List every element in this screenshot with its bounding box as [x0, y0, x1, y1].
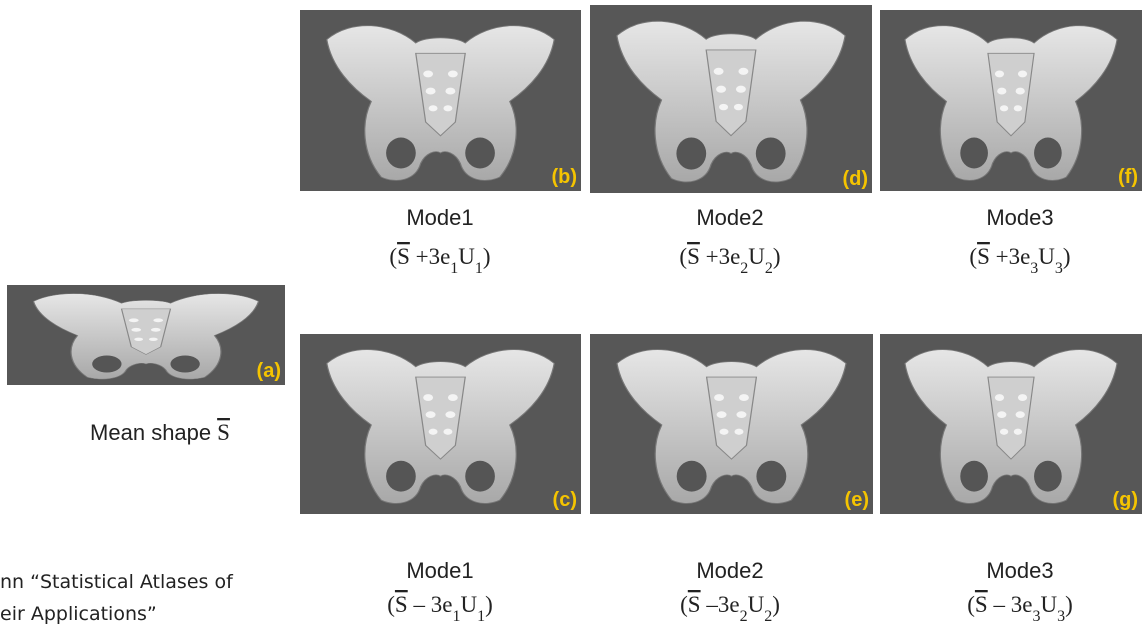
formula-open: ( — [389, 244, 397, 269]
formula-index: 2 — [740, 260, 748, 277]
mode-title: Mode2 — [696, 205, 763, 230]
formula-index: 1 — [452, 608, 460, 625]
formula-open: ( — [967, 592, 975, 617]
panel-label: (b) — [551, 166, 577, 188]
formula-term: – 3e — [988, 592, 1033, 617]
panel-label: (f) — [1118, 166, 1138, 188]
formula-open: ( — [387, 592, 395, 617]
formula-index: 2 — [764, 608, 772, 625]
formula-close: ) — [1063, 244, 1071, 269]
formula-term: – 3e — [408, 592, 453, 617]
formula-mean: S — [687, 244, 700, 269]
formula-mean: S — [977, 244, 990, 269]
mode-title: Mode1 — [406, 558, 473, 583]
formula-close: ) — [772, 592, 780, 617]
formula-index: 1 — [450, 260, 458, 277]
formula-basis: U — [748, 592, 765, 617]
mode-formula: (S +3e1U1) — [389, 244, 490, 277]
formula-close: ) — [483, 244, 491, 269]
image-panel: (c) — [300, 334, 581, 514]
formula-mean: S — [395, 592, 408, 617]
formula-term: +3e — [990, 244, 1030, 269]
formula-index: 1 — [475, 260, 483, 277]
formula-term: +3e — [410, 244, 450, 269]
image-panel: (d) — [590, 5, 872, 193]
mean-symbol: S — [217, 420, 230, 445]
mode-formula: (S – 3e1U1) — [387, 592, 492, 625]
formula-open: ( — [679, 244, 687, 269]
formula-basis: U — [460, 592, 477, 617]
formula-basis: U — [748, 244, 765, 269]
image-panel: (b) — [300, 10, 581, 191]
mode-title: Mode1 — [406, 205, 473, 230]
image-panel: (a) — [7, 285, 285, 385]
panel-label: (c) — [553, 489, 577, 511]
mode-formula: (S +3e3U3) — [969, 244, 1070, 277]
formula-index: 3 — [1030, 260, 1038, 277]
formula-close: ) — [485, 592, 493, 617]
formula-index: 1 — [477, 608, 485, 625]
formula-basis: U — [458, 244, 475, 269]
panel-label: (e) — [845, 489, 869, 511]
mode-formula: (S – 3e3U3) — [967, 592, 1072, 625]
formula-open: ( — [680, 592, 688, 617]
formula-basis: U — [1040, 592, 1057, 617]
formula-index: 2 — [740, 608, 748, 625]
caption-text: Mean shape — [90, 420, 211, 445]
formula-mean: S — [397, 244, 410, 269]
citation-line: nn “Statistical Atlases of — [0, 571, 234, 593]
formula-index: 3 — [1055, 260, 1063, 277]
formula-open: ( — [969, 244, 977, 269]
mode-formula: (S +3e2U2) — [679, 244, 780, 277]
formula-index: 3 — [1032, 608, 1040, 625]
mode-title: Mode3 — [986, 205, 1053, 230]
formula-index: 3 — [1057, 608, 1065, 625]
mode-formula: (S –3e2U2) — [680, 592, 780, 625]
figure: (a)Mean shapeS(b)Mode1(S +3e1U1)(d)Mode2… — [0, 0, 1147, 639]
mode-title: Mode3 — [986, 558, 1053, 583]
formula-basis: U — [1038, 244, 1055, 269]
image-panel: (g) — [880, 334, 1142, 514]
formula-index: 2 — [765, 260, 773, 277]
formula-close: ) — [773, 244, 781, 269]
panel-label: (g) — [1112, 489, 1138, 511]
panel-label: (d) — [842, 168, 868, 190]
panel-label: (a) — [257, 360, 281, 382]
formula-close: ) — [1065, 592, 1073, 617]
formula-mean: S — [688, 592, 701, 617]
citation-line: eir Applications” — [0, 603, 157, 625]
formula-term: +3e — [700, 244, 740, 269]
mode-title: Mode2 — [696, 558, 763, 583]
image-panel: (e) — [590, 334, 873, 514]
formula-term: –3e — [701, 592, 740, 617]
image-panel: (f) — [880, 10, 1142, 191]
formula-mean: S — [975, 592, 988, 617]
